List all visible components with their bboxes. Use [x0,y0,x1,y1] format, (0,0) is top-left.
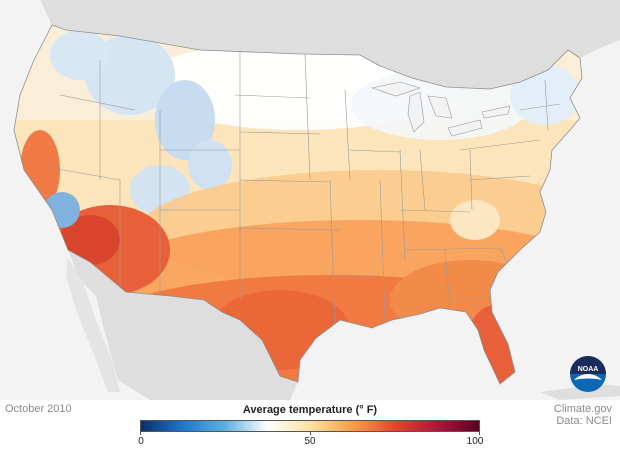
legend-tick-0: 0 [138,436,144,447]
state-borders [51,48,561,331]
map-footer: October 2010 Average temperature (° F) 0… [0,400,620,450]
noaa-logo: NOAA [570,356,606,392]
noaa-logo-text: NOAA [578,366,599,373]
baja-landmass [66,258,120,392]
us-outline [13,24,583,385]
temperature-map: NOAA [0,0,620,400]
caribbean-landmass [540,384,620,400]
legend-title: Average temperature (° F) [242,404,378,416]
great-lakes [370,81,511,137]
credit-data: Data: NCEI [556,415,612,427]
legend-tick-100: 100 [466,436,484,447]
legend-color-bar [140,420,480,432]
legend-tick-mark-100 [479,432,480,435]
legend-tick-50: 50 [304,436,316,447]
legend-tick-mark-0 [140,432,141,435]
mexico-landmass [68,250,298,400]
legend-tick-mark-50 [310,432,311,435]
credit-site: Climate.gov [553,403,612,415]
date-label: October 2010 [5,403,72,415]
canada-landmass [0,0,620,89]
